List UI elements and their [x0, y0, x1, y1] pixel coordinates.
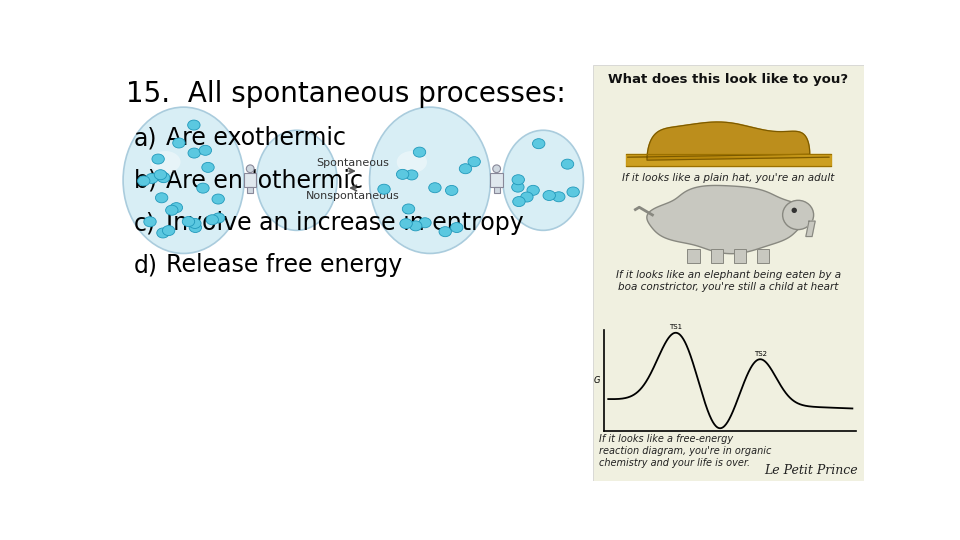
Ellipse shape [533, 139, 545, 148]
Ellipse shape [378, 184, 390, 194]
Text: Are endothermic: Are endothermic [166, 168, 364, 193]
Text: TS1: TS1 [669, 325, 683, 330]
Text: If it looks like a free-energy
reaction diagram, you're in organic
chemistry and: If it looks like a free-energy reaction … [599, 434, 771, 468]
Ellipse shape [396, 170, 409, 179]
Ellipse shape [512, 175, 524, 185]
Ellipse shape [405, 170, 418, 180]
Bar [244, 173, 256, 187]
Ellipse shape [468, 157, 480, 167]
Ellipse shape [162, 226, 175, 235]
Ellipse shape [370, 107, 491, 253]
Ellipse shape [170, 202, 182, 213]
Ellipse shape [492, 165, 500, 173]
Ellipse shape [155, 170, 167, 180]
Ellipse shape [567, 187, 579, 197]
Ellipse shape [137, 176, 150, 186]
Ellipse shape [182, 217, 195, 227]
Ellipse shape [513, 197, 525, 207]
Ellipse shape [206, 215, 219, 225]
Bar [733, 249, 746, 262]
Ellipse shape [414, 147, 425, 157]
Ellipse shape [429, 183, 442, 193]
Bar [757, 249, 770, 262]
Ellipse shape [151, 151, 180, 173]
Text: If it looks like a plain hat, you're an adult: If it looks like a plain hat, you're an … [622, 173, 834, 183]
Bar [493, 187, 500, 193]
Text: a): a) [134, 126, 157, 151]
Polygon shape [647, 185, 811, 254]
Bar [247, 187, 253, 193]
Ellipse shape [189, 218, 201, 228]
Ellipse shape [199, 145, 211, 156]
Circle shape [792, 208, 797, 213]
Ellipse shape [188, 148, 201, 158]
Ellipse shape [450, 222, 463, 233]
Text: Le Petit Prince: Le Petit Prince [764, 464, 858, 477]
Ellipse shape [156, 228, 169, 238]
Ellipse shape [173, 138, 185, 148]
Ellipse shape [445, 185, 458, 195]
Polygon shape [805, 221, 815, 237]
Ellipse shape [212, 213, 225, 223]
Ellipse shape [520, 192, 533, 202]
Text: 15.  All spontaneous processes:: 15. All spontaneous processes: [126, 80, 566, 108]
Text: Nonspontaneous: Nonspontaneous [305, 191, 399, 201]
Bar [491, 173, 503, 187]
Ellipse shape [543, 191, 556, 200]
Ellipse shape [146, 173, 158, 184]
Text: TS2: TS2 [754, 351, 767, 357]
Polygon shape [628, 122, 829, 160]
Bar [710, 249, 723, 262]
Ellipse shape [410, 221, 421, 231]
Text: Release free energy: Release free energy [166, 253, 403, 278]
Ellipse shape [152, 154, 164, 164]
Text: c): c) [134, 211, 156, 235]
Ellipse shape [156, 172, 169, 182]
Ellipse shape [256, 130, 337, 231]
Ellipse shape [419, 218, 431, 228]
Text: Involve an increase in entropy: Involve an increase in entropy [166, 211, 524, 235]
Ellipse shape [400, 219, 412, 228]
Bar [687, 249, 700, 262]
Ellipse shape [166, 205, 178, 215]
Ellipse shape [503, 130, 584, 231]
Ellipse shape [782, 200, 814, 230]
Text: G: G [594, 376, 601, 385]
Ellipse shape [123, 107, 244, 253]
Ellipse shape [439, 227, 451, 237]
Text: b): b) [134, 168, 158, 193]
Polygon shape [626, 154, 831, 166]
Text: What does this look like to you?: What does this look like to you? [609, 72, 849, 85]
Text: d): d) [134, 253, 158, 278]
Ellipse shape [553, 192, 565, 202]
Ellipse shape [247, 165, 254, 173]
Ellipse shape [562, 159, 574, 169]
Ellipse shape [396, 151, 427, 173]
Ellipse shape [197, 183, 209, 193]
Ellipse shape [402, 204, 415, 214]
Ellipse shape [156, 193, 168, 203]
Ellipse shape [459, 164, 471, 174]
Ellipse shape [189, 222, 202, 233]
Ellipse shape [212, 194, 225, 204]
Text: If it looks like an elephant being eaten by a
boa constrictor, you're still a ch: If it looks like an elephant being eaten… [615, 271, 841, 292]
Bar [592, 65, 864, 481]
Ellipse shape [187, 120, 200, 130]
Ellipse shape [512, 182, 524, 192]
Ellipse shape [157, 173, 170, 183]
Ellipse shape [144, 217, 156, 227]
Ellipse shape [202, 163, 214, 172]
Ellipse shape [527, 185, 540, 195]
Text: Are exothermic: Are exothermic [166, 126, 347, 151]
Text: Spontaneous: Spontaneous [316, 158, 389, 168]
